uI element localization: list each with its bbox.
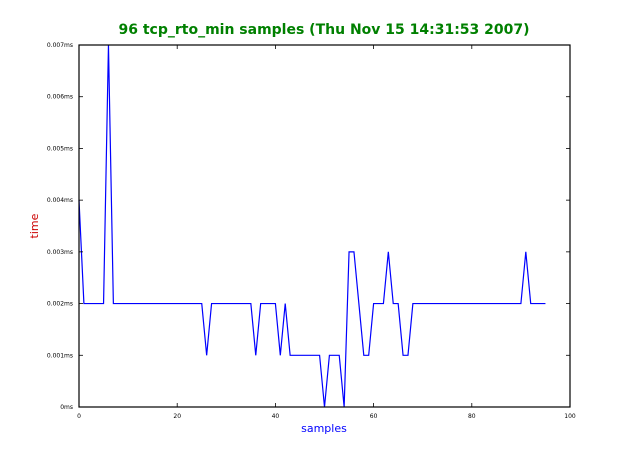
chart-title: 96 tcp_rto_min samples (Thu Nov 15 14:31… bbox=[118, 22, 529, 38]
plot-area: 0 20 40 60 80 100 0ms 0.001ms 0.002ms 0.003ms 0.00… bbox=[47, 42, 576, 420]
y-axis-label: time bbox=[28, 213, 41, 238]
y-tick-label: 0.003ms bbox=[47, 249, 73, 256]
x-tick-label: 20 bbox=[173, 413, 181, 420]
x-tick-label: 60 bbox=[370, 413, 378, 420]
y-tick-label: 0.007ms bbox=[47, 42, 73, 49]
y-tick-label: 0.002ms bbox=[47, 301, 73, 308]
x-tick-label: 100 bbox=[564, 413, 576, 420]
x-tick-label: 80 bbox=[468, 413, 476, 420]
y-tick-label: 0.001ms bbox=[47, 352, 73, 359]
y-tick-label: 0.006ms bbox=[47, 94, 73, 101]
x-tick-label: 0 bbox=[77, 413, 81, 420]
y-tick-label: 0.005ms bbox=[47, 145, 73, 152]
y-tick-label: 0ms bbox=[60, 404, 73, 411]
x-tick-label: 40 bbox=[272, 413, 280, 420]
plot-frame bbox=[78, 44, 571, 408]
x-axis-label: samples bbox=[301, 422, 347, 435]
y-tick-label: 0.004ms bbox=[47, 197, 73, 204]
series-line bbox=[78, 44, 546, 408]
